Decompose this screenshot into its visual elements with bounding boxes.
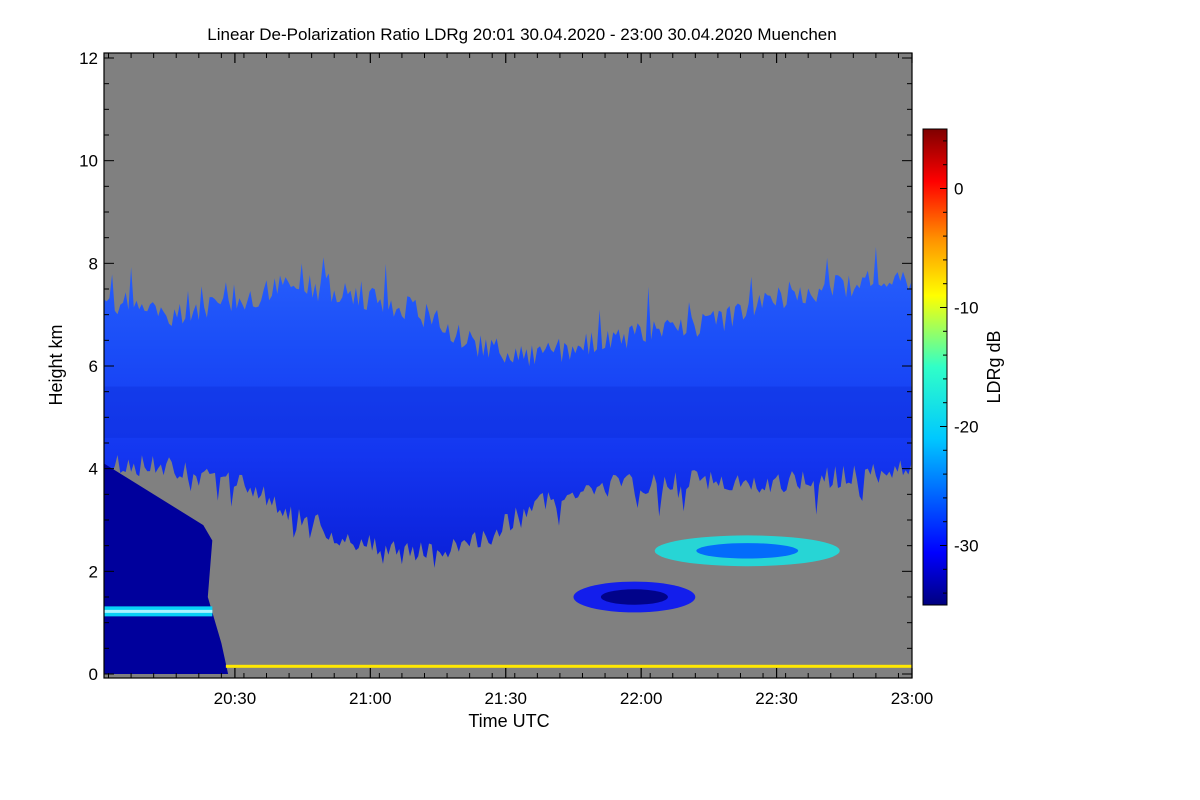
- heatmap-features: [104, 246, 912, 674]
- x-axis: 20:30 21:00 21:30 22:00 22:30 23:00: [108, 53, 934, 708]
- plot-area: [104, 53, 912, 678]
- colorbar-tick-label: -20: [954, 418, 979, 437]
- colorbar: [922, 128, 948, 606]
- y-tick-label: 6: [89, 357, 98, 376]
- colorbar-title: LDRg dB: [984, 330, 1004, 403]
- x-axis-title: Time UTC: [468, 711, 549, 731]
- y-tick-label: 12: [79, 49, 98, 68]
- x-tick-label: 23:00: [891, 689, 934, 708]
- colorbar-tick-label: 0: [954, 180, 963, 199]
- low-cloud-patch-2-core: [696, 543, 799, 559]
- ground-clutter: [225, 664, 912, 668]
- low-cloud-patch-1-core: [600, 589, 668, 605]
- x-tick-label: 22:00: [620, 689, 663, 708]
- y-axis-title: Height km: [46, 324, 66, 405]
- colorbar-tick-label: -30: [954, 537, 979, 556]
- colorbar-tick-label: -10: [954, 299, 979, 318]
- y-tick-label: 8: [89, 254, 98, 273]
- y-tick-label: 10: [79, 152, 98, 171]
- x-tick-label: 20:30: [214, 689, 257, 708]
- y-axis: 0 2 4 6 8 10 12: [79, 49, 912, 684]
- main-cloud-layer-core: [104, 386, 912, 438]
- x-tick-label: 21:00: [349, 689, 392, 708]
- x-tick-label: 21:30: [484, 689, 527, 708]
- colorbar-ticks: 0 -10 -20 -30: [940, 140, 979, 594]
- y-tick-label: 0: [89, 665, 98, 684]
- y-tick-label: 2: [89, 562, 98, 581]
- y-tick-label: 4: [89, 460, 98, 479]
- low-layer: [104, 463, 229, 674]
- bright-band-center: [104, 609, 213, 613]
- main-cloud-layer: [104, 246, 912, 568]
- chart-title: Linear De-Polarization Ratio LDRg 20:01 …: [207, 25, 836, 44]
- x-tick-label: 22:30: [755, 689, 798, 708]
